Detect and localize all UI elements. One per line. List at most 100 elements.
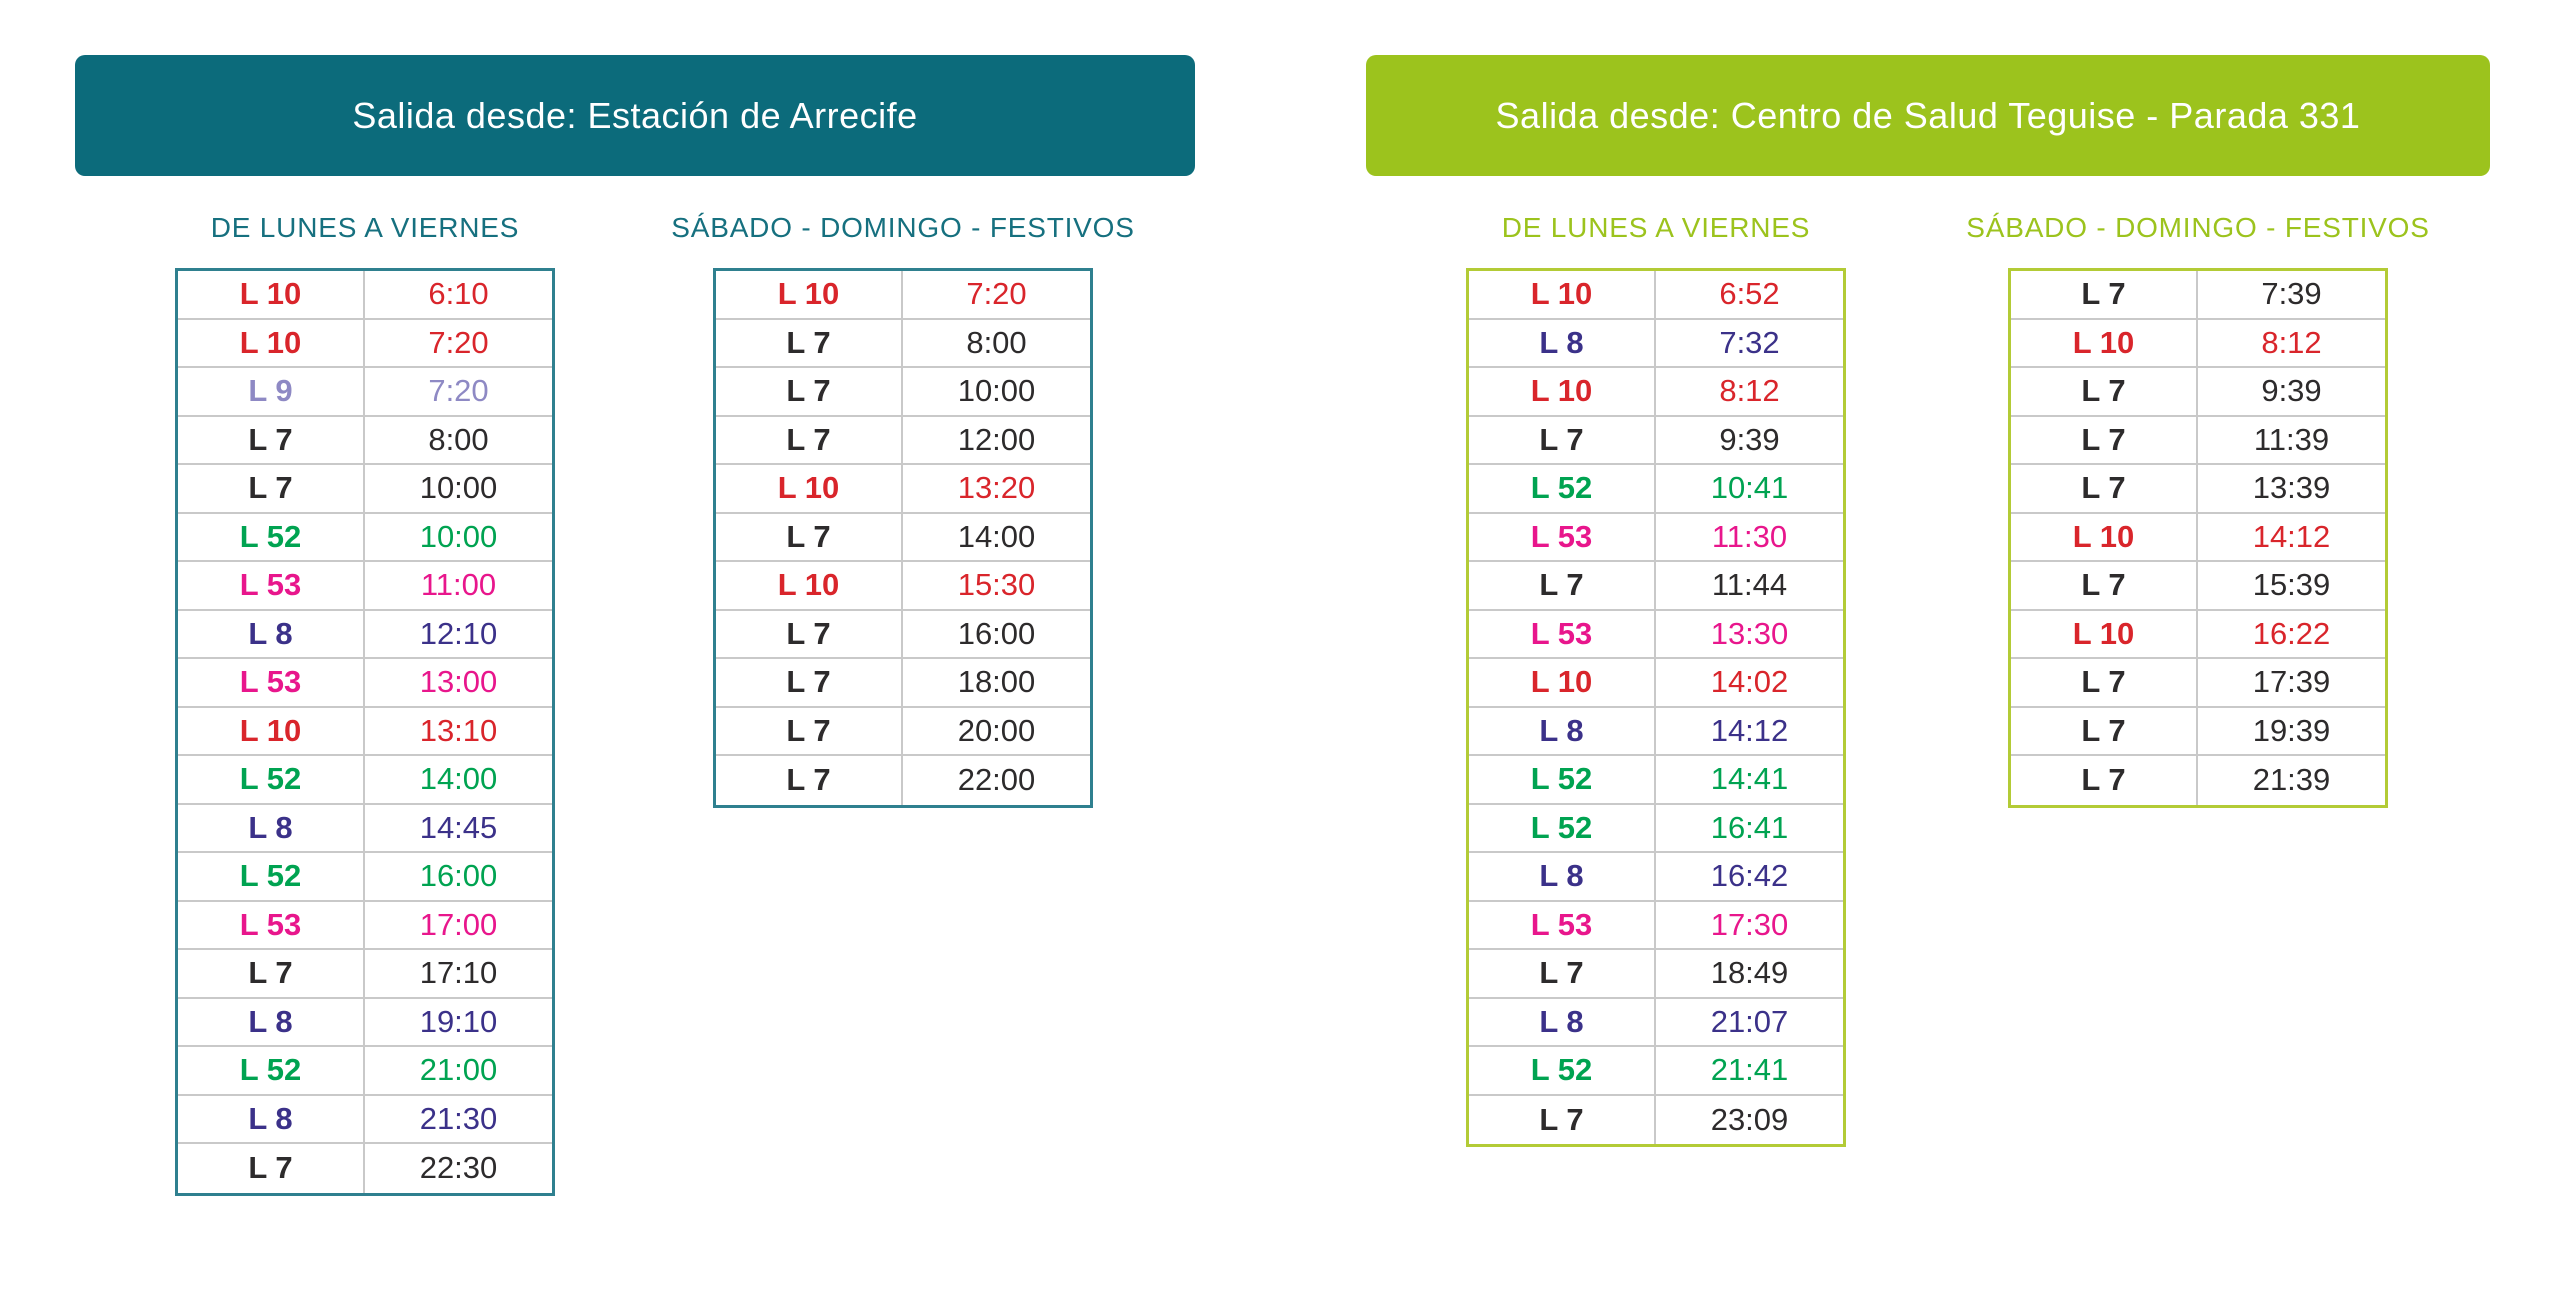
time-cell: 10:00 [957, 373, 1036, 409]
time-cell: 9:39 [2261, 373, 2322, 409]
table-row: L 7 22:30 [178, 1144, 552, 1193]
table-row: L 52 10:00 [178, 513, 552, 562]
table-row: L 8 14:45 [178, 804, 552, 853]
table-row: L 7 11:39 [2011, 416, 2385, 465]
table-row: L 7 9:39 [1469, 416, 1843, 465]
time-cell: 8:00 [966, 324, 1027, 360]
line-cell: L 7 [178, 416, 365, 463]
line-cell: L 7 [716, 756, 903, 805]
time-cell: 7:20 [966, 276, 1027, 312]
line-cell: L 7 [2011, 756, 2198, 805]
table-row: L 53 11:00 [178, 562, 552, 611]
table-row: L 7 9:39 [2011, 368, 2385, 417]
line-cell: L 7 [716, 610, 903, 657]
time-cell: 13:00 [419, 664, 498, 700]
table-row: L 52 10:41 [1469, 465, 1843, 514]
line-cell: L 7 [716, 513, 903, 560]
time-cell: 17:00 [419, 906, 498, 942]
time-cell: 12:10 [419, 615, 498, 651]
line-cell: L 10 [716, 562, 903, 609]
line-cell: L 10 [1469, 659, 1656, 706]
table-row: L 8 21:30 [178, 1095, 552, 1144]
line-cell: L 8 [178, 998, 365, 1045]
timetable-teguise-weekend: L 7 7:39 L 10 8:12 L 7 9:39 L 7 11:39 L … [2008, 268, 2388, 808]
line-cell: L 53 [1469, 610, 1656, 657]
time-cell: 11:30 [1711, 518, 1788, 554]
panel-title-arrecife: Salida desde: Estación de Arrecife [75, 55, 1195, 176]
line-cell: L 7 [716, 319, 903, 366]
time-cell: 21:30 [419, 1100, 498, 1136]
line-cell: L 7 [2011, 562, 2198, 609]
time-cell: 16:00 [419, 858, 498, 894]
time-cell: 8:12 [2261, 324, 2322, 360]
time-cell: 14:12 [2252, 518, 2331, 554]
time-cell: 10:00 [419, 518, 498, 554]
arrecife-weekend-label: SÁBADO - DOMINGO - FESTIVOS [671, 212, 1135, 243]
line-cell: L 52 [178, 756, 365, 803]
line-cell: L 8 [178, 1095, 365, 1142]
line-cell: L 52 [178, 1047, 365, 1094]
line-cell: L 10 [1469, 271, 1656, 318]
table-row: L 10 8:12 [2011, 319, 2385, 368]
time-cell: 22:00 [957, 762, 1036, 798]
line-cell: L 9 [178, 368, 365, 415]
table-row: L 7 15:39 [2011, 562, 2385, 611]
arrecife-weekday-label: DE LUNES A VIERNES [210, 212, 520, 243]
time-cell: 10:41 [1710, 470, 1789, 506]
time-cell: 19:10 [419, 1003, 498, 1039]
table-row: L 7 17:39 [2011, 659, 2385, 708]
table-row: L 52 21:41 [1469, 1047, 1843, 1096]
table-row: L 7 16:00 [716, 610, 1090, 659]
time-cell: 21:39 [2252, 762, 2331, 798]
table-row: L 10 15:30 [716, 562, 1090, 611]
table-row: L 53 13:00 [178, 659, 552, 708]
line-cell: L 52 [1469, 804, 1656, 851]
time-cell: 15:39 [2252, 567, 2331, 603]
table-row: L 7 12:00 [716, 416, 1090, 465]
table-row: L 10 6:52 [1469, 271, 1843, 320]
line-cell: L 8 [178, 610, 365, 657]
table-row: L 10 8:12 [1469, 368, 1843, 417]
line-cell: L 7 [1469, 562, 1656, 609]
line-cell: L 7 [716, 416, 903, 463]
table-row: L 8 14:12 [1469, 707, 1843, 756]
time-cell: 11:44 [1711, 567, 1788, 603]
time-cell: 21:00 [419, 1052, 498, 1088]
time-cell: 14:45 [419, 809, 498, 845]
time-cell: 20:00 [957, 712, 1036, 748]
line-cell: L 52 [1469, 1047, 1656, 1094]
line-cell: L 10 [1469, 368, 1656, 415]
table-row: L 7 8:00 [716, 319, 1090, 368]
table-row: L 8 7:32 [1469, 319, 1843, 368]
table-row: L 7 19:39 [2011, 707, 2385, 756]
time-cell: 11:00 [420, 567, 497, 603]
timetable-arrecife-weekend: L 10 7:20 L 7 8:00 L 7 10:00 L 7 12:00 L… [713, 268, 1093, 808]
table-row: L 52 21:00 [178, 1047, 552, 1096]
time-cell: 7:32 [1719, 324, 1780, 360]
table-row: L 7 18:00 [716, 659, 1090, 708]
line-cell: L 8 [1469, 319, 1656, 366]
time-cell: 18:00 [957, 664, 1036, 700]
table-row: L 52 14:00 [178, 756, 552, 805]
time-cell: 7:20 [428, 324, 489, 360]
line-cell: L 7 [2011, 368, 2198, 415]
table-row: L 10 13:10 [178, 707, 552, 756]
time-cell: 15:30 [957, 567, 1036, 603]
time-cell: 17:39 [2252, 664, 2331, 700]
line-cell: L 7 [178, 465, 365, 512]
table-row: L 10 7:20 [716, 271, 1090, 320]
line-cell: L 7 [716, 659, 903, 706]
time-cell: 13:20 [957, 470, 1036, 506]
table-row: L 10 16:22 [2011, 610, 2385, 659]
time-cell: 9:39 [1719, 421, 1780, 457]
timetable-arrecife-weekday: L 10 6:10 L 10 7:20 L 9 7:20 L 7 8:00 L … [175, 268, 555, 1196]
line-cell: L 10 [2011, 610, 2198, 657]
line-cell: L 8 [1469, 707, 1656, 754]
line-cell: L 10 [2011, 513, 2198, 560]
table-row: L 52 14:41 [1469, 756, 1843, 805]
time-cell: 17:10 [419, 955, 498, 991]
line-cell: L 52 [1469, 465, 1656, 512]
line-cell: L 7 [178, 950, 365, 997]
table-row: L 53 17:00 [178, 901, 552, 950]
line-cell: L 7 [1469, 416, 1656, 463]
